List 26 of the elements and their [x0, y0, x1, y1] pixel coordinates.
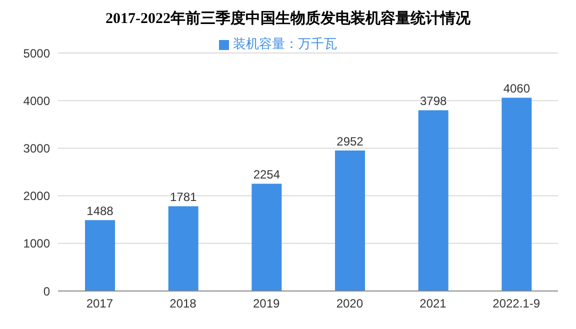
data-label: 4060: [503, 82, 530, 96]
y-tick-label: 3000: [23, 141, 50, 156]
data-label: 2254: [253, 168, 280, 182]
x-tick-label: 2019: [252, 296, 280, 311]
y-tick-label: 1000: [23, 236, 50, 251]
y-tick-label: 5000: [23, 46, 50, 60]
x-tick-label: 2021: [420, 296, 447, 311]
bar: [85, 220, 115, 291]
y-tick-label: 0: [43, 284, 50, 298]
x-tick-label: 2017: [86, 296, 114, 311]
y-tick-label: 2000: [23, 189, 50, 204]
y-tick-label: 4000: [23, 94, 50, 108]
chart-title: 2017-2022年前三季度中国生物质发电装机容量统计情况: [104, 9, 472, 29]
bar: [502, 98, 532, 291]
x-tick-label: 2018: [170, 296, 197, 311]
data-label: 2952: [336, 134, 364, 148]
bar: [252, 184, 282, 291]
data-label: 1488: [86, 204, 114, 218]
legend-label: 装机容量：万千瓦: [233, 36, 337, 51]
data-label: 1781: [170, 190, 198, 204]
bar: [418, 110, 448, 291]
data-label: 3798: [420, 94, 448, 108]
x-tick-label: 2020: [336, 296, 364, 311]
x-tick-label: 2022.1-9: [492, 296, 540, 311]
bar: [168, 206, 198, 291]
bar: [335, 150, 365, 291]
